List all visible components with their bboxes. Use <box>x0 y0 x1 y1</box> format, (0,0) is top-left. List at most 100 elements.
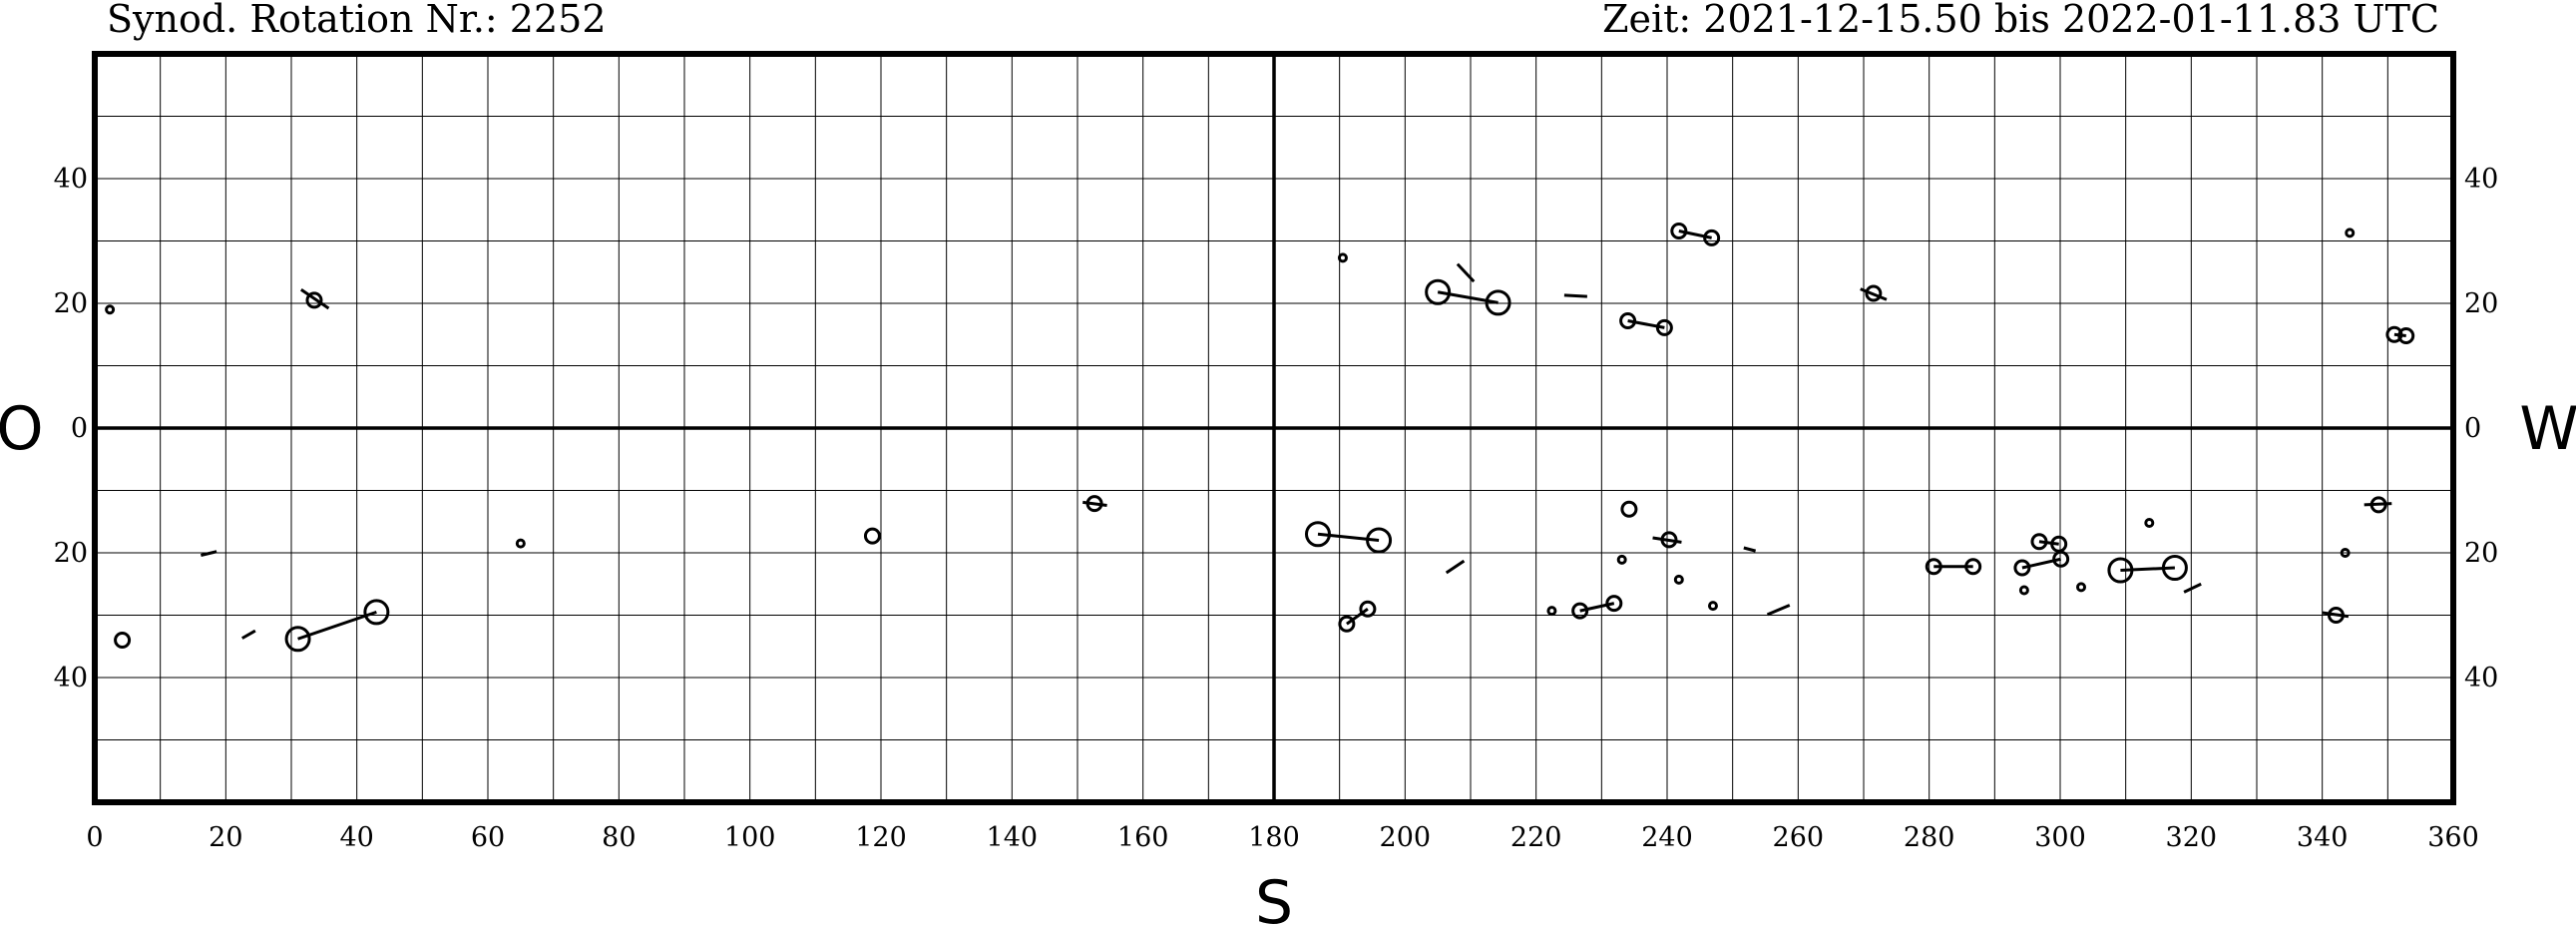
spot-link <box>2038 540 2059 546</box>
spot-link <box>2363 502 2392 507</box>
x-tick-label: 340 <box>2297 822 2349 853</box>
spot-link <box>2322 611 2350 619</box>
sunspot <box>2030 533 2048 551</box>
west-label: W <box>2519 394 2576 464</box>
spot-link <box>1743 546 1757 553</box>
sunspot <box>1605 595 1623 613</box>
sunspot <box>2013 559 2031 577</box>
x-tick-label: 60 <box>471 822 505 853</box>
y-tick-label-left: 40 <box>54 663 88 694</box>
sunspot <box>1546 606 1557 617</box>
rotation-title: Synod. Rotation Nr.: 2252 <box>107 0 607 41</box>
x-tick-label: 40 <box>339 822 373 853</box>
y-tick-label-left: 20 <box>54 288 88 319</box>
east-label: O <box>0 394 44 464</box>
x-tick-label: 220 <box>1510 822 1562 853</box>
sunspot <box>1707 601 1718 612</box>
x-tick-label: 180 <box>1248 822 1300 853</box>
sunspot <box>2161 555 2188 581</box>
sunspot <box>2340 548 2351 558</box>
time-range-title: Zeit: 2021-12-15.50 bis 2022-01-11.83 UT… <box>1602 0 2439 41</box>
spot-link <box>201 550 217 557</box>
sunspot <box>2397 327 2415 344</box>
sunspot <box>1485 289 1511 316</box>
grid <box>95 54 2453 802</box>
south-label: S <box>1255 868 1293 926</box>
sunspot <box>1304 521 1331 548</box>
y-tick-label-left: 20 <box>54 538 88 569</box>
y-tick-label-right: 0 <box>2464 413 2481 444</box>
x-tick-label: 100 <box>724 822 776 853</box>
spot-link <box>1766 604 1791 617</box>
sunspot <box>2345 228 2356 238</box>
sunspot <box>363 599 390 626</box>
plot-frame <box>92 51 2456 805</box>
x-tick-label: 120 <box>855 822 907 853</box>
sunspot <box>305 291 323 309</box>
sunspot <box>1425 278 1452 305</box>
y-tick-label-right: 40 <box>2464 164 2498 195</box>
sunspot <box>1337 252 1348 263</box>
x-tick-label: 300 <box>2034 822 2086 853</box>
sunspot <box>2107 557 2134 584</box>
sunspot <box>1338 615 1356 633</box>
sunspot <box>1670 223 1688 239</box>
sunspot <box>2018 585 2029 596</box>
y-tick-label-right: 20 <box>2464 538 2498 569</box>
sunspot <box>1655 318 1673 336</box>
x-tick-label: 240 <box>1641 822 1693 853</box>
spot-link <box>2120 566 2175 572</box>
sunspot <box>114 632 132 649</box>
spot-link <box>1346 608 1369 626</box>
x-tick-label: 200 <box>1380 822 1432 853</box>
spot-link <box>300 288 330 310</box>
x-tick-label: 80 <box>602 822 636 853</box>
sunspot <box>863 527 881 545</box>
sunspot <box>1366 527 1393 554</box>
sunspot <box>2327 607 2345 624</box>
x-tick-label: 140 <box>987 822 1039 853</box>
sunspot <box>2076 582 2087 593</box>
sunspot <box>1616 554 1627 565</box>
x-tick-label: 260 <box>1773 822 1825 853</box>
spot-link <box>1456 262 1476 283</box>
sunspot <box>1865 284 1883 302</box>
sunspot <box>1085 495 1103 513</box>
x-tick-labels: 0 20 40 60 80 100 120 140 160 180 200 220 240 260 280 3… <box>86 822 2478 853</box>
spot-link <box>1860 287 1888 301</box>
spot-link <box>2183 582 2202 594</box>
x-tick-label: 0 <box>86 822 103 853</box>
sunspot <box>2052 550 2070 568</box>
spot-link <box>297 610 377 641</box>
sunspot <box>2369 496 2387 514</box>
y-tick-label-left: 0 <box>71 413 88 444</box>
sunspot <box>284 626 311 653</box>
sunspot <box>2144 518 2155 528</box>
sunspot <box>1619 312 1637 329</box>
y-tick-label-right: 20 <box>2464 288 2498 319</box>
sunspot <box>1359 600 1377 618</box>
sunspot <box>515 538 526 549</box>
sunspot <box>1660 531 1678 549</box>
y-tick-labels: 40 40 20 20 0 0 20 20 40 40 <box>54 164 2499 694</box>
spot-link <box>1445 559 1466 575</box>
sunspot <box>1925 558 1942 576</box>
spots <box>105 223 2415 653</box>
x-tick-label: 280 <box>1904 822 1955 853</box>
sunspot <box>105 304 116 315</box>
spot-links <box>201 230 2406 641</box>
x-tick-label: 320 <box>2166 822 2218 853</box>
spot-link <box>1563 293 1587 298</box>
x-tick-label: 160 <box>1117 822 1169 853</box>
sunspot <box>1571 602 1589 620</box>
sunspot <box>1964 558 1982 576</box>
y-tick-label-left: 40 <box>54 164 88 195</box>
sunspot <box>1673 574 1684 585</box>
spot-link <box>241 629 256 640</box>
sunspot <box>2385 325 2403 343</box>
sunspot <box>1620 500 1638 518</box>
sunspot <box>1703 229 1721 246</box>
y-tick-label-right: 40 <box>2464 663 2498 694</box>
x-tick-label: 360 <box>2427 822 2479 853</box>
